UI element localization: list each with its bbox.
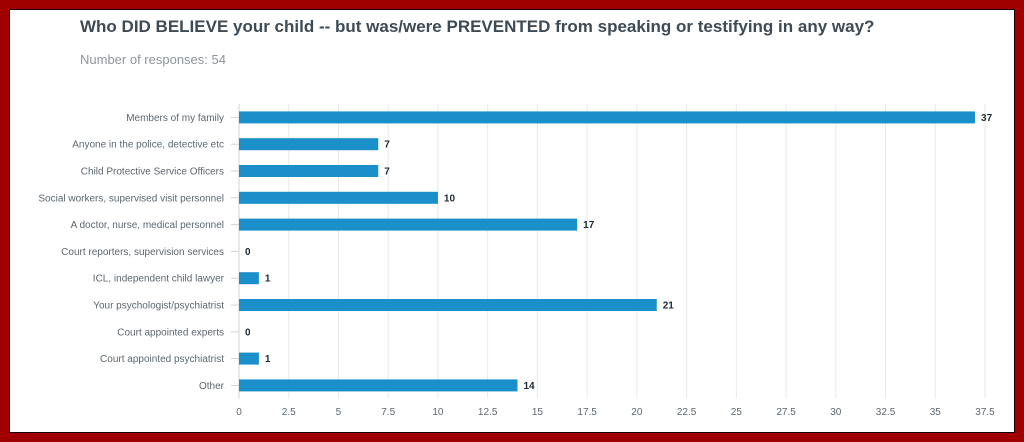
x-tick-label: 2.5 [282, 407, 296, 418]
x-tick-label: 30 [830, 407, 842, 418]
x-tick-label: 17.5 [577, 407, 597, 418]
bar [239, 272, 259, 285]
response-count: Number of responses: 54 [80, 52, 226, 67]
category-label: Child Protective Service Officers [81, 167, 224, 178]
x-tick-label: 12.5 [478, 407, 498, 418]
x-tick-label: 20 [631, 407, 643, 418]
x-tick-label: 7.5 [381, 407, 395, 418]
value-label: 37 [981, 113, 993, 124]
category-label: ICL, independent child lawyer [93, 274, 225, 285]
category-label: Anyone in the police, detective etc [72, 140, 224, 151]
category-label: Court appointed experts [117, 327, 224, 338]
bar [239, 165, 379, 177]
x-tick-label: 32.5 [876, 407, 896, 418]
category-label: Court reporters, supervision services [61, 247, 224, 258]
bar [239, 191, 438, 204]
value-label: 1 [265, 354, 271, 365]
bar [239, 218, 578, 231]
value-label: 0 [245, 247, 251, 258]
bar [239, 352, 259, 365]
x-tick-label: 27.5 [776, 407, 796, 418]
value-label: 1 [265, 274, 271, 285]
category-label: Social workers, supervised visit personn… [38, 193, 224, 204]
x-tick-label: 0 [236, 407, 242, 418]
category-label: Your psychologist/psychiatrist [93, 301, 224, 312]
category-label: Members of my family [126, 113, 224, 124]
bar [239, 299, 657, 311]
category-label: A doctor, nurse, medical personnel [71, 220, 224, 231]
x-tick-label: 37.5 [975, 407, 995, 418]
value-label: 14 [524, 381, 536, 392]
value-label: 7 [384, 140, 390, 151]
x-tick-label: 22.5 [677, 407, 697, 418]
value-label: 7 [384, 167, 390, 178]
value-label: 17 [583, 220, 595, 231]
bar [239, 379, 518, 392]
value-label: 10 [444, 193, 456, 204]
value-label: 0 [245, 327, 251, 338]
category-label: Other [199, 381, 225, 392]
x-tick-label: 15 [532, 407, 544, 418]
bar [239, 138, 379, 151]
bar [239, 111, 976, 124]
x-tick-label: 10 [432, 407, 444, 418]
x-tick-label: 5 [336, 407, 342, 418]
x-tick-label: 35 [930, 407, 942, 418]
x-tick-label: 25 [731, 407, 743, 418]
value-label: 21 [663, 301, 675, 312]
chart-title: Who DID BELIEVE your child -- but was/we… [80, 17, 875, 36]
category-label: Court appointed psychiatrist [100, 354, 224, 365]
